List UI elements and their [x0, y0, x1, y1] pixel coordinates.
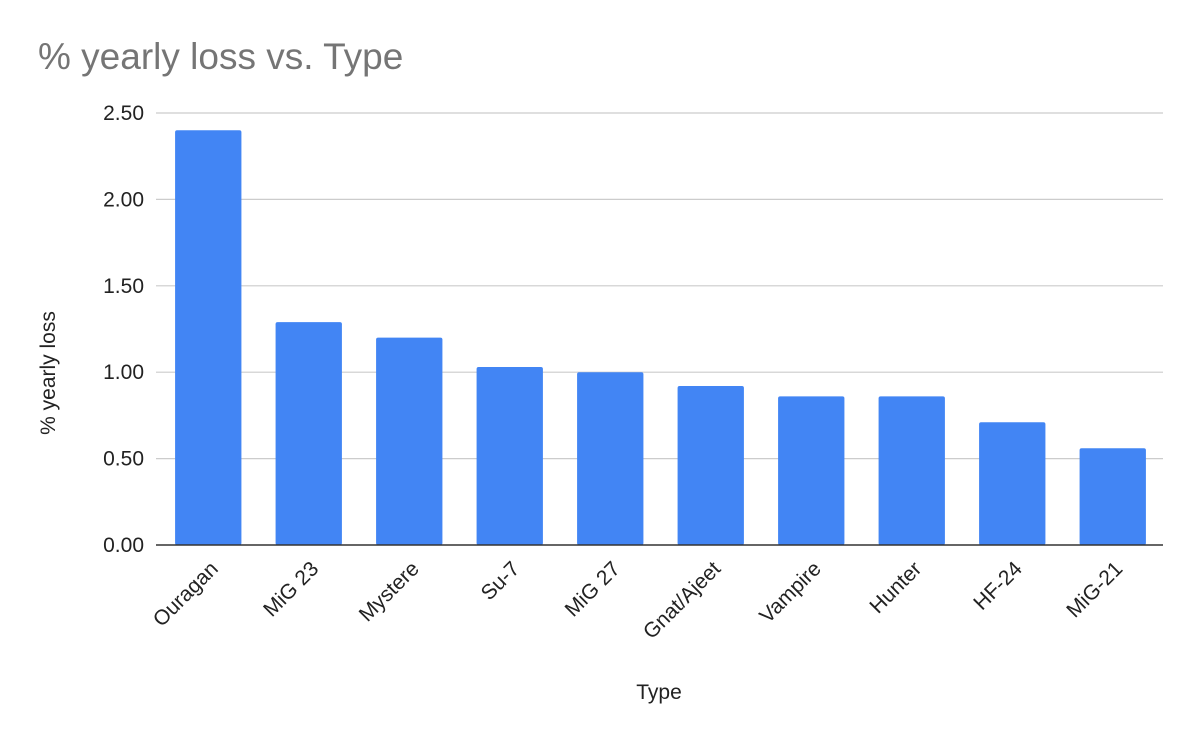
bars — [175, 130, 1146, 545]
x-tick-label: MiG 27 — [561, 557, 625, 621]
y-tick-label: 2.00 — [103, 188, 144, 211]
bar-hf-24 — [979, 422, 1046, 545]
x-tick-label: HF-24 — [969, 557, 1027, 615]
x-tick-label: Hunter — [865, 557, 926, 618]
bar-su-7 — [476, 367, 543, 545]
y-axis-title: % yearly loss — [37, 311, 60, 435]
x-tick-label: Vampire — [755, 557, 825, 627]
x-tick-label: Su-7 — [477, 557, 525, 605]
x-axis-title: Type — [636, 681, 682, 704]
bar-vampire — [778, 396, 845, 545]
bar-mig-21 — [1079, 448, 1146, 545]
x-tick-labels: Ouragan MiG 23 Mystere Su-7 MiG 27 Gnat/Ajeet… — [149, 557, 1128, 644]
bar-mystere — [376, 337, 443, 545]
bar-mig-27 — [577, 372, 644, 545]
x-tick-label: MiG-21 — [1062, 557, 1127, 622]
chart-title: % yearly loss vs. Type — [38, 36, 403, 77]
x-tick-label: Mystere — [355, 557, 424, 626]
x-tick-label: MiG 23 — [259, 557, 323, 621]
y-tick-label: 0.50 — [103, 448, 144, 471]
bar-hunter — [878, 396, 945, 545]
bar-mig-23 — [275, 322, 342, 545]
x-tick-label: Ouragan — [149, 557, 223, 631]
bar-ouragan — [175, 130, 242, 545]
y-tick-label: 1.50 — [103, 275, 144, 298]
y-tick-label: 1.00 — [103, 361, 144, 384]
y-tick-label: 0.00 — [103, 534, 144, 557]
y-tick-label: 2.50 — [103, 102, 144, 125]
bar-gnat-ajeet — [677, 386, 744, 545]
y-tick-labels: 0.00 0.50 1.00 1.50 2.00 2.50 — [103, 102, 144, 557]
x-tick-label: Gnat/Ajeet — [639, 557, 726, 644]
